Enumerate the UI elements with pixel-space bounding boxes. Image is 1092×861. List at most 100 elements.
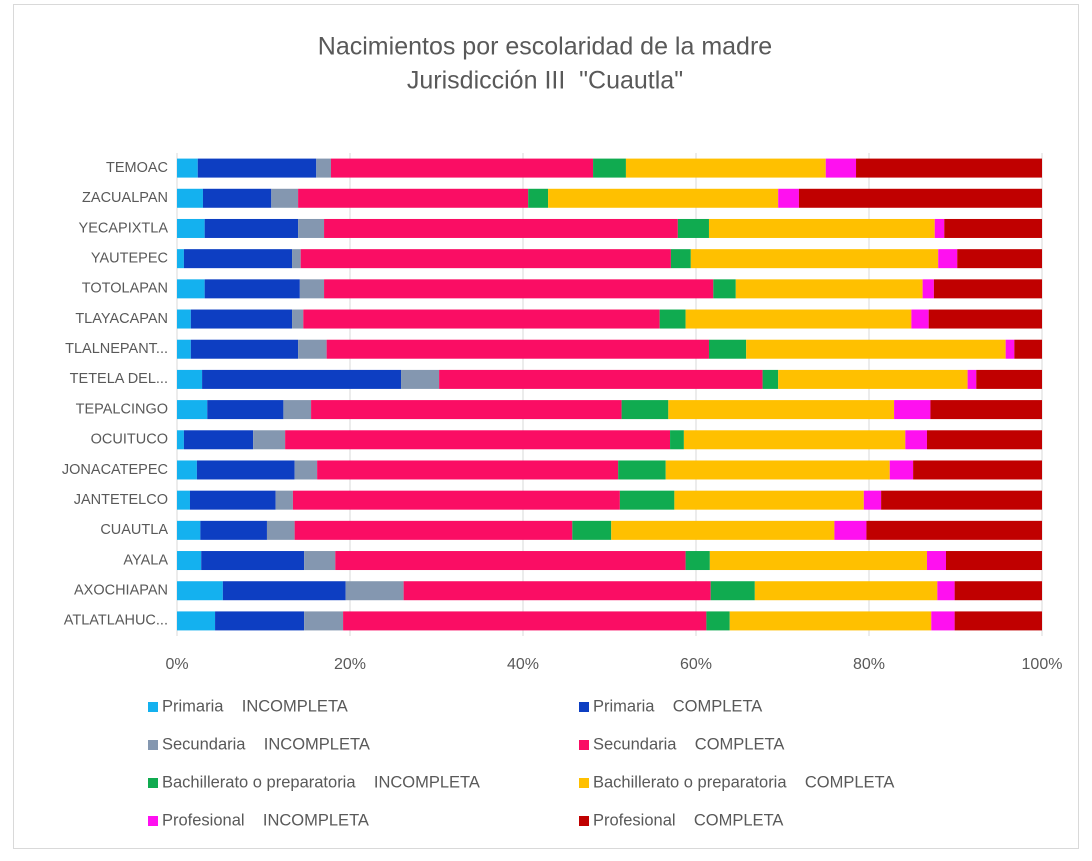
x-tick-label: 40%	[507, 656, 539, 673]
bar-segment	[710, 581, 755, 601]
bar-segment	[177, 158, 198, 178]
bar-segment	[177, 339, 191, 359]
x-tick-label: 100%	[1022, 656, 1063, 673]
bar-segment	[668, 400, 895, 420]
y-tick-label: ZACUALPAN	[82, 190, 168, 206]
bar-segment	[275, 490, 293, 510]
y-tick-label: YECAPIXTLA	[79, 220, 169, 236]
bar-segment	[931, 611, 955, 631]
bar-segment	[930, 400, 1042, 420]
bar-segment	[625, 158, 826, 178]
bar-segment	[926, 430, 1042, 450]
bar-segment	[177, 611, 216, 631]
bar-segment	[670, 249, 691, 269]
bar-segment	[798, 188, 1042, 208]
y-tick-label: JANTETELCO	[74, 492, 168, 508]
bar-segment	[621, 400, 669, 420]
bar-segment	[548, 188, 779, 208]
bar-segment	[317, 460, 619, 480]
bar-segment	[207, 400, 284, 420]
bar-segment	[881, 490, 1042, 510]
bar-segment	[825, 158, 857, 178]
bar-segment	[401, 369, 440, 389]
chart-title: Nacimientos por escolaridad de la madre	[318, 33, 772, 61]
bar-segment	[834, 520, 867, 540]
bar-segment	[659, 309, 686, 329]
chart-frame	[13, 4, 1079, 849]
bar-segment	[300, 249, 671, 269]
bar-segment	[713, 279, 736, 299]
bar-segment	[954, 581, 1042, 601]
bar-segment	[200, 520, 267, 540]
bar-segment	[183, 249, 293, 269]
legend-swatch	[148, 778, 158, 788]
bar-segment	[911, 309, 929, 329]
y-tick-label: AYALA	[123, 552, 168, 568]
bar-segment	[190, 309, 293, 329]
bar-segment	[177, 460, 197, 480]
legend-label: Secundaria COMPLETA	[593, 735, 784, 753]
legend-swatch	[579, 816, 589, 826]
bar-segment	[709, 551, 927, 571]
bar-segment	[283, 400, 312, 420]
bar-segment	[708, 339, 747, 359]
bar-segment	[177, 430, 184, 450]
bar-segment	[746, 339, 1006, 359]
legend-label: Profesional COMPLETA	[593, 811, 783, 829]
bar-segment	[957, 249, 1042, 269]
x-tick-label: 60%	[680, 656, 712, 673]
bar-segment	[303, 309, 660, 329]
bar-segment	[708, 218, 935, 238]
bar-segment	[735, 279, 923, 299]
bar-segment	[177, 279, 205, 299]
y-tick-label: AXOCHIAPAN	[74, 583, 168, 599]
bar-segment	[1014, 339, 1042, 359]
chart-subtitle: Jurisdicción III "Cuautla"	[407, 67, 683, 95]
bar-segment	[937, 581, 955, 601]
bar-segment	[335, 551, 686, 571]
y-tick-label: ATLATLAHUC...	[64, 613, 168, 629]
bar-segment	[934, 218, 945, 238]
bar-segment	[439, 369, 763, 389]
bar-segment	[926, 551, 946, 571]
bar-segment	[189, 490, 276, 510]
bar-segment	[299, 279, 325, 299]
bar-segment	[177, 188, 203, 208]
bar-segment	[177, 581, 223, 601]
bar-segment	[292, 249, 301, 269]
y-tick-label: JONACATEPEC	[62, 462, 168, 478]
bar-segment	[572, 520, 612, 540]
bar-segment	[324, 218, 678, 238]
legend-swatch	[148, 816, 158, 826]
bar-segment	[778, 369, 968, 389]
bar-segment	[202, 188, 272, 208]
bar-segment	[528, 188, 549, 208]
x-tick-label: 80%	[853, 656, 885, 673]
bar-segment	[928, 309, 1042, 329]
bar-segment	[177, 309, 191, 329]
bar-segment	[202, 369, 402, 389]
bar-segment	[177, 490, 190, 510]
bar-segment	[706, 611, 730, 631]
bar-segment	[266, 520, 295, 540]
bar-segment	[311, 400, 622, 420]
bar-segment	[685, 309, 912, 329]
legend-swatch	[148, 702, 158, 712]
bar-segment	[294, 460, 318, 480]
bar-segment	[856, 158, 1042, 178]
legend-swatch	[579, 778, 589, 788]
bar-segment	[330, 158, 594, 178]
bar-segment	[905, 430, 927, 450]
bar-segment	[674, 490, 864, 510]
y-tick-label: YAUTEPEC	[91, 250, 168, 266]
bar-segment	[271, 188, 299, 208]
bar-segment	[204, 279, 300, 299]
bar-segment	[298, 188, 529, 208]
bar-segment	[177, 551, 202, 571]
bar-segment	[967, 369, 977, 389]
x-tick-label: 20%	[334, 656, 366, 673]
bar-segment	[754, 581, 938, 601]
bar-segment	[201, 551, 305, 571]
bar-segment	[913, 460, 1042, 480]
